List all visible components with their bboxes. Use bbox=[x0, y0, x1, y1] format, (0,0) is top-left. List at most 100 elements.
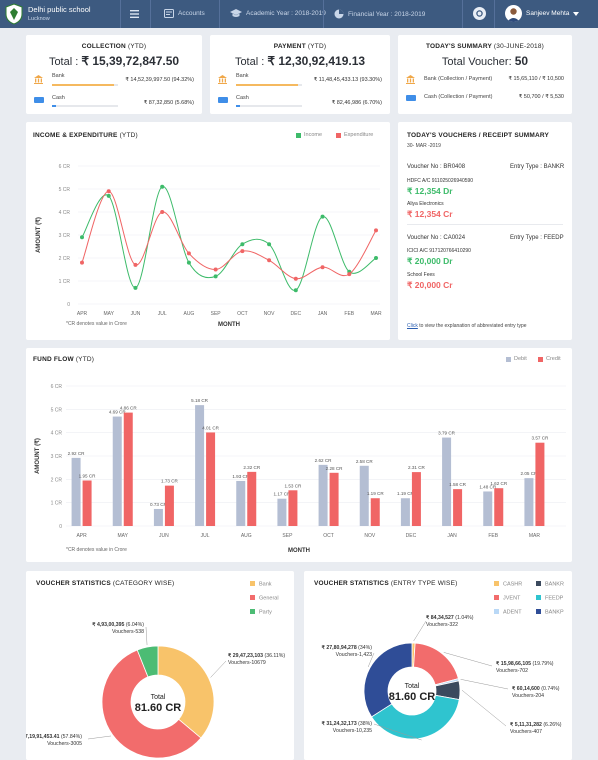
card-title: COLLECTION (YTD) bbox=[81, 43, 147, 50]
y-tick-label: 2 CR bbox=[51, 477, 63, 483]
bar-credit bbox=[370, 498, 380, 526]
x-tick-label: FEB bbox=[344, 311, 354, 317]
academic-year-label: Academic Year : 2018-2019 bbox=[246, 10, 326, 17]
slice-label: ₹ 4,93,00,395 (6.04%) bbox=[92, 622, 144, 628]
account-label: School Fees bbox=[407, 272, 435, 278]
card-title: TODAY'S SUMMARY (30-JUNE-2018) bbox=[425, 43, 545, 50]
x-tick-label: NOV bbox=[364, 533, 376, 539]
click-link[interactable]: Click bbox=[407, 323, 418, 329]
settings-icon[interactable] bbox=[473, 7, 486, 20]
bar-value-label: 4.86 CR bbox=[120, 406, 138, 411]
x-tick-label: SEP bbox=[282, 533, 293, 539]
data-point-income bbox=[133, 285, 138, 290]
y-tick-label: 0 bbox=[59, 524, 62, 530]
cash-progress-fill bbox=[236, 105, 241, 107]
credit-amount: ₹ 20,000 Cr bbox=[407, 280, 453, 290]
legend-swatch bbox=[494, 609, 499, 614]
bar-debit bbox=[71, 457, 81, 526]
school-logo-icon[interactable] bbox=[4, 3, 24, 25]
bar-debit bbox=[153, 508, 163, 526]
cash-progress-track bbox=[52, 105, 118, 107]
payment-card: PAYMENT (YTD) Total : ₹ 12,30,92,419.13 … bbox=[210, 35, 390, 114]
legend-swatch bbox=[250, 595, 255, 600]
data-point-income bbox=[160, 184, 165, 189]
credit-amount: ₹ 12,354 Cr bbox=[407, 209, 453, 219]
bank-label: Bank bbox=[236, 73, 249, 79]
legend-debit[interactable]: Debit bbox=[506, 356, 527, 362]
leader-line bbox=[367, 652, 375, 668]
cash-label: Cash bbox=[236, 95, 249, 101]
data-point-expenditure bbox=[267, 258, 272, 263]
pie-slice-feedp bbox=[371, 694, 460, 740]
bar-value-label: 1.73 CR bbox=[161, 479, 179, 484]
bar-value-label: 0.73 CR bbox=[150, 502, 168, 507]
x-tick-label: JUL bbox=[158, 311, 167, 317]
collection-card: COLLECTION (YTD) Total : ₹ 15,39,72,847.… bbox=[26, 35, 202, 114]
bar-value-label: 3.79 CR bbox=[438, 431, 456, 436]
bank-icon bbox=[218, 75, 227, 84]
accounts-icon bbox=[164, 9, 174, 18]
y-tick-label: 2 CR bbox=[59, 256, 71, 262]
legend-income[interactable]: Income bbox=[296, 132, 322, 138]
voucher-number[interactable]: Voucher No : CA0024 bbox=[407, 235, 466, 241]
bar-value-label: 1.95 CR bbox=[79, 474, 97, 479]
user-avatar[interactable] bbox=[505, 5, 522, 22]
voucher-number[interactable]: Voucher No : BR0408 bbox=[407, 164, 466, 170]
legend-label: ADENT bbox=[503, 610, 522, 616]
data-point-expenditure bbox=[293, 276, 298, 281]
data-point-income bbox=[186, 260, 191, 265]
financial-year-selector[interactable]: Financial Year : 2018-2019 bbox=[334, 9, 425, 19]
school-city: Lucknow bbox=[28, 16, 50, 22]
leader-line bbox=[461, 689, 507, 727]
card-title: PAYMENT (YTD) bbox=[273, 43, 327, 50]
legend-credit[interactable]: Credit bbox=[538, 356, 561, 362]
bank-progress-fill bbox=[236, 84, 298, 86]
bank-progress-fill bbox=[52, 84, 115, 86]
slice-label: ₹ 5,11,31,282 (6.26%) bbox=[510, 722, 562, 728]
data-point-expenditure bbox=[80, 260, 84, 265]
menu-icon[interactable] bbox=[130, 10, 139, 18]
card-title: VOUCHER STATISTICS (CATEGORY WISE) bbox=[36, 580, 175, 587]
academic-year-selector[interactable]: Academic Year : 2018-2019 bbox=[230, 9, 326, 18]
donut-total-value: 81.60 CR bbox=[135, 702, 182, 714]
chevron-down-icon[interactable] bbox=[573, 12, 579, 16]
x-axis-title: MONTH bbox=[218, 322, 240, 327]
cash-icon bbox=[218, 97, 228, 103]
user-name[interactable]: Sanjeev Mehta bbox=[526, 10, 570, 17]
slice-vouchers: Vouchers-407 bbox=[510, 729, 542, 735]
x-tick-label: MAY bbox=[118, 533, 129, 539]
legend-label: BANKR bbox=[545, 582, 564, 588]
bank-summary-label: Bank (Collection / Payment) bbox=[424, 76, 493, 82]
bar-debit bbox=[318, 464, 328, 526]
financial-year-label: Financial Year : 2018-2019 bbox=[348, 10, 426, 18]
entry-type: Entry Type : FEEDP bbox=[510, 235, 564, 241]
bar-credit bbox=[288, 490, 298, 526]
pie-slice-bankp bbox=[363, 642, 413, 718]
accounts-menu[interactable]: Accounts bbox=[164, 9, 205, 18]
bar-debit bbox=[483, 491, 493, 526]
legend-label: Party bbox=[259, 610, 272, 616]
legend-swatch bbox=[536, 581, 541, 586]
y-tick-label: 5 CR bbox=[51, 407, 63, 413]
x-tick-label: MAR bbox=[370, 311, 382, 317]
bar-credit bbox=[535, 442, 545, 526]
cash-progress-track bbox=[236, 105, 302, 107]
x-tick-label: AUG bbox=[183, 311, 194, 317]
bar-debit bbox=[112, 416, 122, 526]
entry-type-pie-chart: ₹ 84,34,527 (1.04%)Vouchers-322 ₹ 15,98,6… bbox=[322, 581, 564, 741]
data-point-expenditure bbox=[106, 189, 111, 194]
x-tick-label: JUN bbox=[131, 311, 141, 317]
cash-value: ₹ 82,46,986 (6.70%) bbox=[331, 100, 382, 106]
data-point-expenditure bbox=[160, 210, 165, 214]
legend-expenditure[interactable]: Expenditure bbox=[336, 132, 373, 138]
donut-total-label: Total bbox=[151, 694, 166, 701]
y-tick-label: 6 CR bbox=[51, 384, 63, 390]
x-tick-label: OCT bbox=[237, 311, 248, 317]
legend-label: Bank bbox=[259, 582, 272, 588]
voucher-entry-card: VOUCHER STATISTICS (ENTRY TYPE WISE) ₹ 8… bbox=[304, 571, 572, 760]
bank-icon bbox=[34, 75, 43, 84]
leader-line bbox=[413, 620, 427, 642]
legend-swatch bbox=[494, 581, 499, 586]
data-point-income bbox=[240, 242, 245, 247]
income-expenditure-card: INCOME & EXPENDITURE (YTD) Income Expend… bbox=[26, 122, 390, 340]
